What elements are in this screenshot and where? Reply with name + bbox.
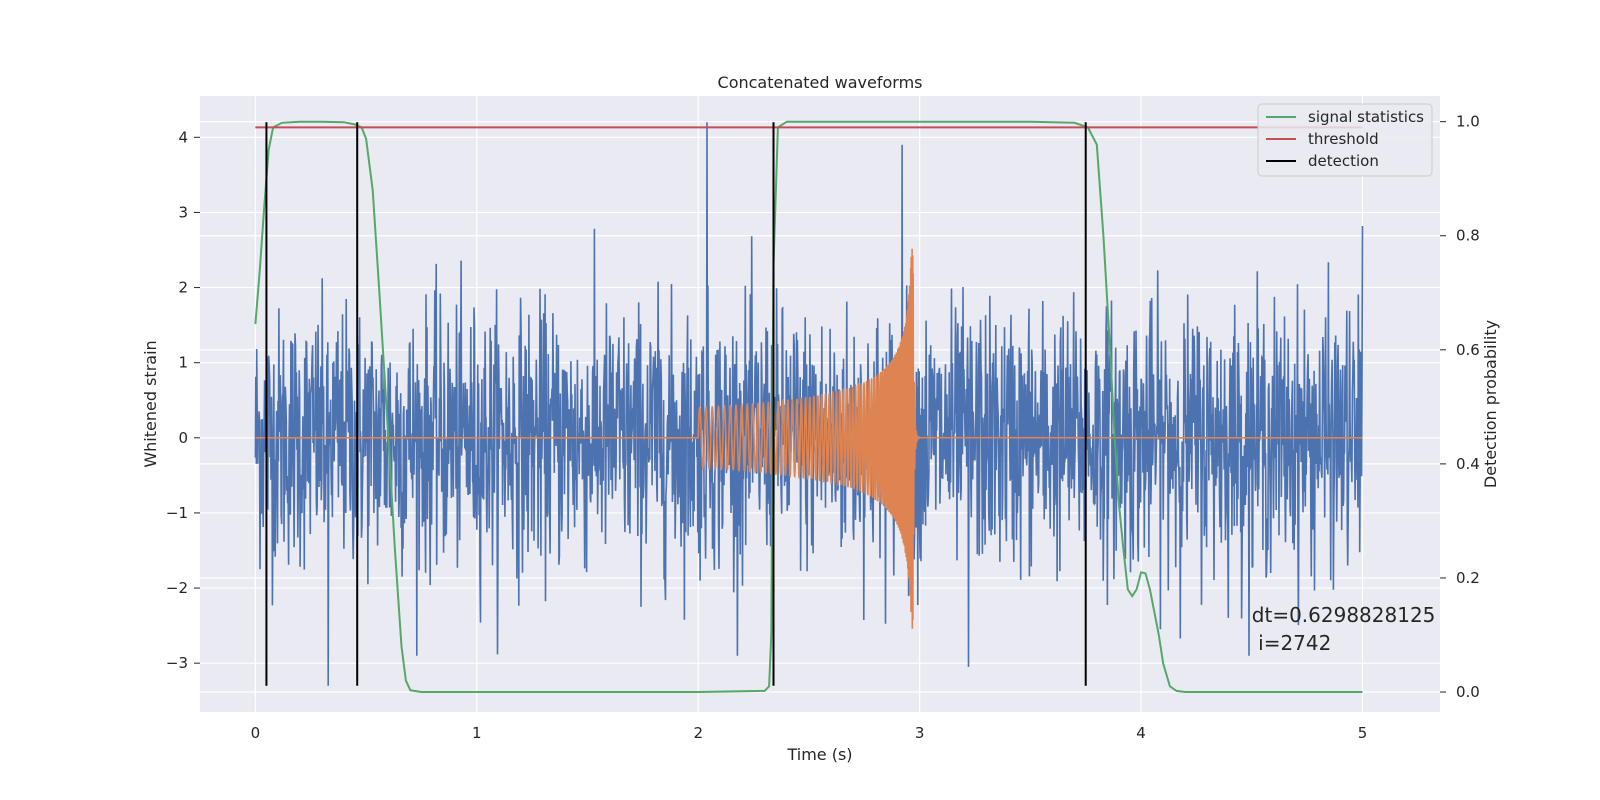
legend: signal statistics threshold detection bbox=[1257, 103, 1433, 177]
y-right-tick-label: 1.0 bbox=[1456, 113, 1480, 131]
y-tick-label: 0 bbox=[178, 429, 188, 447]
legend-entry-threshold: threshold bbox=[1308, 130, 1379, 148]
x-tick-label: 5 bbox=[1358, 724, 1368, 742]
x-tick-label: 3 bbox=[915, 724, 925, 742]
x-tick-label: 4 bbox=[1136, 724, 1146, 742]
x-tick-label: 0 bbox=[251, 724, 261, 742]
injected-chirp-line bbox=[255, 248, 1363, 629]
legend-entry-detection: detection bbox=[1308, 152, 1379, 170]
y-right-tick-label: 0.4 bbox=[1456, 455, 1480, 473]
y-tick-label: −2 bbox=[166, 579, 188, 597]
x-axis-label: Time (s) bbox=[786, 745, 852, 764]
annotation-line2: i=2742 bbox=[1252, 631, 1332, 655]
y-tick-label: −1 bbox=[166, 504, 188, 522]
chart-title: Concatenated waveforms bbox=[718, 73, 923, 92]
y-tick-label: 2 bbox=[178, 279, 188, 297]
x-tick-label: 1 bbox=[472, 724, 482, 742]
y-tick-label: 3 bbox=[178, 203, 188, 221]
y-axis-label: Whitened strain bbox=[141, 340, 160, 467]
legend-entry-signal-statistics: signal statistics bbox=[1308, 108, 1424, 126]
y-axis-right-label: Detection probability bbox=[1481, 320, 1500, 488]
y-right-tick-label: 0.6 bbox=[1456, 341, 1480, 359]
plot-content bbox=[254, 120, 1364, 693]
ticks: 0 1 2 3 4 5 −3 −2 −1 0 1 2 3 4 0.0 0.2 0.4 0.6 0.8 1.0 bbox=[166, 113, 1480, 742]
y-tick-label: 1 bbox=[178, 354, 188, 372]
y-right-tick-label: 0.8 bbox=[1456, 227, 1480, 245]
x-tick-label: 2 bbox=[693, 724, 703, 742]
y-right-tick-label: 0.0 bbox=[1456, 683, 1480, 701]
legend-box bbox=[1257, 103, 1433, 177]
y-tick-label: 4 bbox=[178, 128, 188, 146]
y-right-tick-label: 0.2 bbox=[1456, 569, 1480, 587]
annotation-line1: dt=0.6298828125 bbox=[1252, 603, 1436, 627]
y-tick-label: −3 bbox=[166, 654, 188, 672]
strain-noise-line bbox=[254, 122, 1364, 686]
